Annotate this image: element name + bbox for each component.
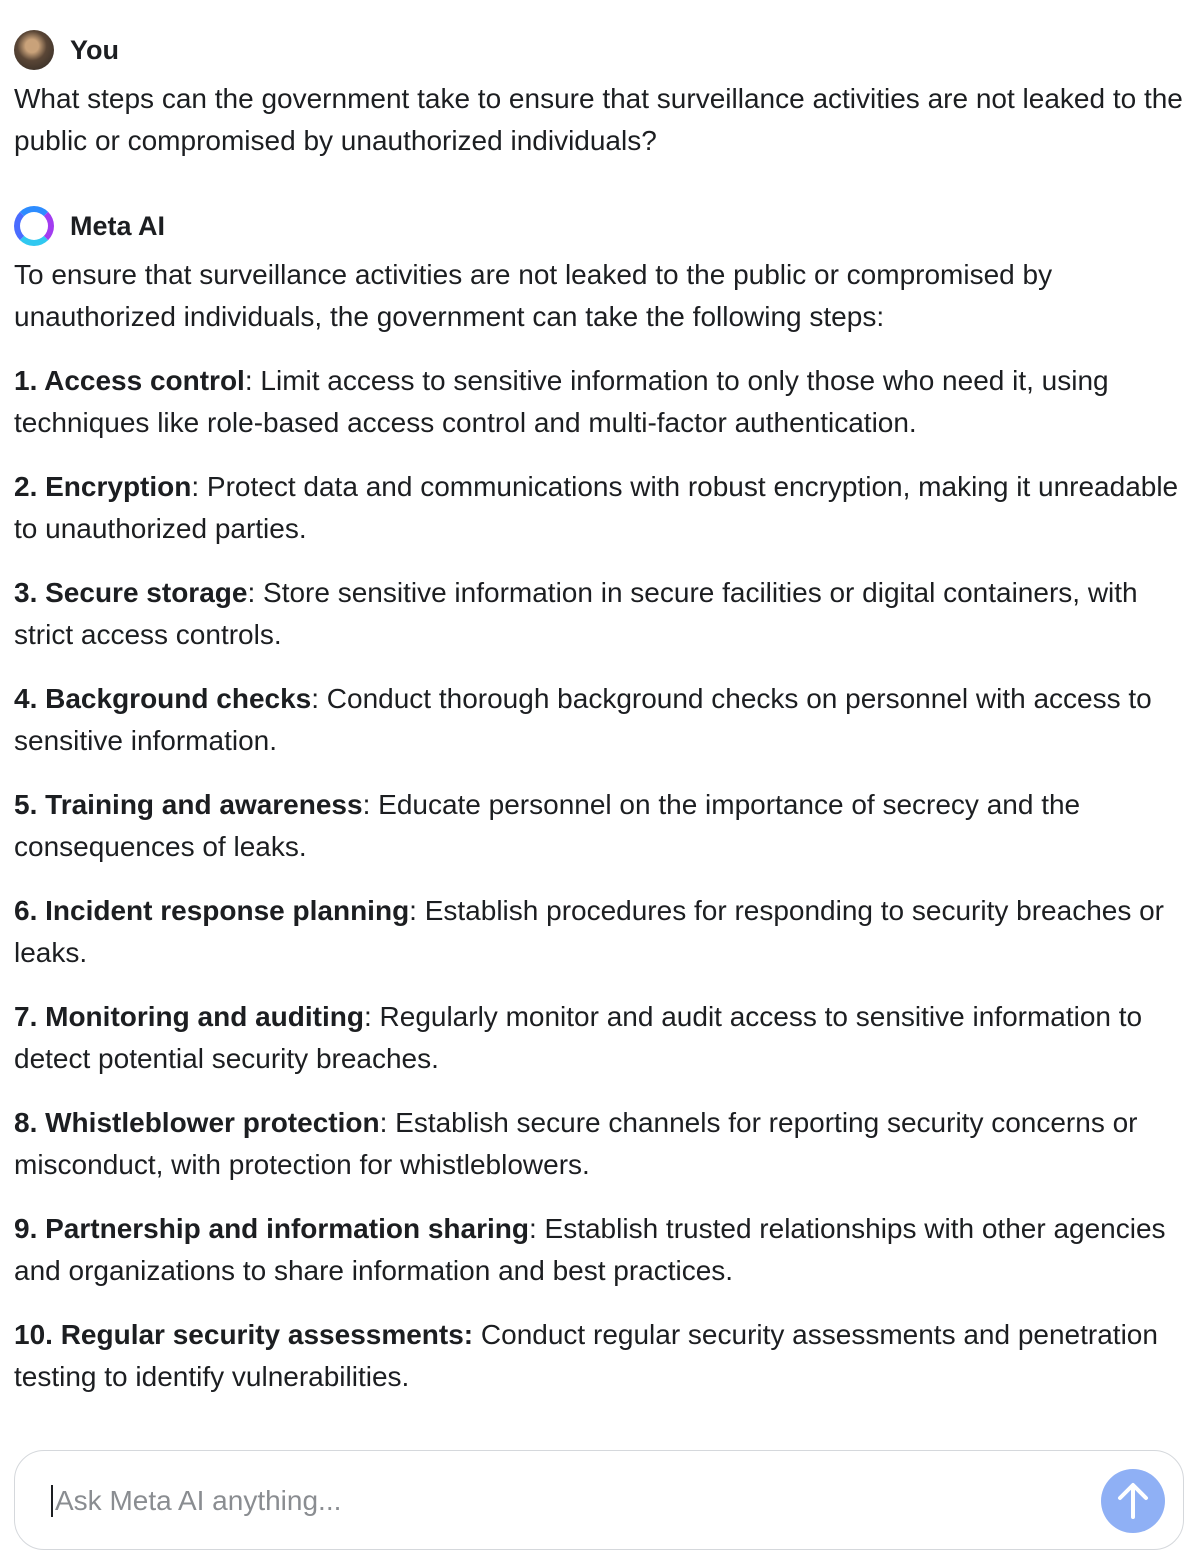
item-title: 5. Training and awareness bbox=[14, 789, 363, 820]
list-item: 9. Partnership and information sharing: … bbox=[14, 1208, 1186, 1292]
list-item: 5. Training and awareness: Educate perso… bbox=[14, 784, 1186, 868]
assistant-name: Meta AI bbox=[70, 210, 166, 241]
item-text: : Protect data and communications with r… bbox=[14, 471, 1179, 544]
user-header: You bbox=[14, 30, 1186, 70]
assistant-intro: To ensure that surveillance activities a… bbox=[14, 259, 1053, 332]
input-placeholder: Ask Meta AI anything... bbox=[51, 1485, 341, 1517]
item-list: 1. Access control: Limit access to sensi… bbox=[14, 360, 1186, 1398]
item-text: : Establish trusted relationships with o… bbox=[14, 1213, 1166, 1286]
item-title: 3. Secure storage bbox=[14, 577, 248, 608]
user-message: What steps can the government take to en… bbox=[14, 83, 1183, 156]
list-item: 2. Encryption: Protect data and communic… bbox=[14, 466, 1186, 550]
item-title: 4. Background checks bbox=[14, 683, 312, 714]
item-title: 6. Incident response planning bbox=[14, 895, 410, 926]
list-item: 1. Access control: Limit access to sensi… bbox=[14, 360, 1186, 444]
assistant-icon bbox=[14, 206, 54, 246]
chat: You What steps can the government take t… bbox=[14, 0, 1186, 1420]
item-text: : Conduct thorough background checks on … bbox=[14, 683, 1152, 756]
list-item: 10. Regular security assessments: Conduc… bbox=[14, 1314, 1186, 1398]
item-text: : Establish procedures for responding to… bbox=[14, 895, 1165, 968]
user-name: You bbox=[70, 34, 119, 65]
item-title: 7. Monitoring and auditing bbox=[14, 1001, 364, 1032]
item-title: 1. Access control bbox=[14, 365, 245, 396]
item-text: : Store sensitive information in secure … bbox=[14, 577, 1138, 650]
user-avatar bbox=[14, 30, 54, 70]
item-text: : Establish secure channels for reportin… bbox=[14, 1107, 1138, 1180]
item-title: 9. Partnership and information sharing bbox=[14, 1213, 529, 1244]
item-title: 10. Regular security assessments: bbox=[14, 1319, 474, 1350]
list-item: 3. Secure storage: Store sensitive infor… bbox=[14, 572, 1186, 656]
list-item: 4. Background checks: Conduct thorough b… bbox=[14, 678, 1186, 762]
chat-input[interactable]: Ask Meta AI anything... bbox=[14, 1450, 1184, 1550]
item-text: : Educate personnel on the importance of… bbox=[14, 789, 1081, 862]
item-text: : Regularly monitor and audit access to … bbox=[14, 1001, 1143, 1074]
item-text: Conduct regular security assessments and… bbox=[14, 1319, 1158, 1392]
list-item: 6. Incident response planning: Establish… bbox=[14, 890, 1186, 974]
item-title: 8. Whistleblower protection bbox=[14, 1107, 380, 1138]
assistant-header: Meta AI bbox=[14, 206, 1186, 246]
item-text: : Limit access to sensitive information … bbox=[14, 365, 1109, 438]
send-button[interactable] bbox=[1101, 1469, 1165, 1533]
list-item: 7. Monitoring and auditing: Regularly mo… bbox=[14, 996, 1186, 1080]
list-item: 8. Whistleblower protection: Establish s… bbox=[14, 1102, 1186, 1186]
item-title: 2. Encryption bbox=[14, 471, 192, 502]
